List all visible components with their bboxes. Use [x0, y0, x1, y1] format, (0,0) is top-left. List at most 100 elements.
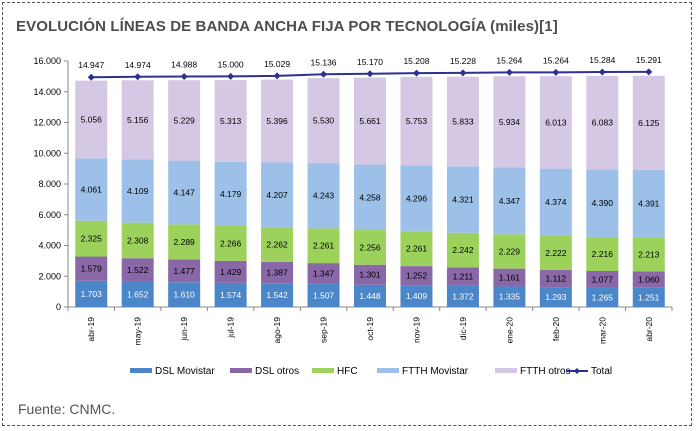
- legend-swatch: [130, 368, 152, 373]
- x-tick-label: jun-19: [179, 317, 189, 342]
- bar-segment: [261, 227, 294, 262]
- bar-segment: [539, 168, 572, 236]
- bar-value-label: 4.109: [127, 186, 149, 196]
- bar-value-label: 1.335: [499, 292, 521, 302]
- y-tick-label: 16.000: [33, 56, 61, 66]
- total-marker: [459, 69, 467, 77]
- bar-segment: [493, 286, 526, 307]
- bar-segment: [168, 224, 201, 260]
- total-value-label: 14.974: [125, 60, 151, 70]
- y-tick-label: 10.000: [33, 148, 61, 158]
- bar-value-label: 4.374: [545, 197, 567, 207]
- total-marker: [227, 72, 235, 80]
- bar-value-label: 4.061: [81, 185, 103, 195]
- bar-value-label: 1.211: [453, 272, 474, 282]
- legend-label: FTTH Movistar: [402, 366, 469, 377]
- bar-segment: [168, 259, 201, 283]
- legend-label: Total: [591, 366, 612, 377]
- y-tick-label: 12.000: [33, 118, 61, 128]
- bar-value-label: 5.056: [81, 114, 103, 124]
- bar-segment: [214, 260, 247, 283]
- bar-segment: [354, 264, 386, 285]
- total-marker: [87, 73, 95, 81]
- bar-value-label: 2.262: [266, 240, 288, 250]
- bar-segment: [307, 78, 340, 164]
- bar-segment: [261, 79, 294, 163]
- bar-value-label: 1.251: [638, 292, 660, 302]
- bar-value-label: 1.077: [592, 274, 614, 284]
- legend-label: HFC: [337, 366, 358, 377]
- bar-segment: [75, 80, 108, 159]
- source-note: Fuente: CNMC.: [18, 401, 116, 417]
- bar-value-label: 1.265: [592, 292, 614, 302]
- bar-segment: [586, 169, 619, 237]
- total-marker: [273, 72, 281, 80]
- x-tick-label: nov-19: [411, 317, 421, 343]
- bar-value-label: 4.179: [220, 189, 242, 199]
- bar-segment: [400, 231, 433, 267]
- total-value-label: 15.000: [218, 59, 244, 69]
- bar-value-label: 4.147: [174, 187, 196, 197]
- x-tick-label: feb-20: [551, 317, 561, 341]
- bar-segment: [400, 76, 433, 166]
- bar-value-label: 1.522: [127, 265, 149, 275]
- bar-value-label: 1.652: [127, 289, 149, 299]
- legend-swatch: [312, 368, 334, 373]
- x-tick-label: dic-19: [458, 317, 468, 340]
- bar-value-label: 1.703: [81, 289, 103, 299]
- bar-value-label: 5.530: [313, 116, 335, 126]
- x-tick-label: ene-20: [504, 317, 514, 344]
- bar-segment: [168, 160, 201, 225]
- bar-value-label: 4.243: [313, 191, 335, 201]
- bar-segment: [539, 76, 572, 169]
- legend-label: DSL otros: [255, 366, 299, 377]
- bar-segment: [121, 222, 154, 259]
- total-marker: [412, 69, 420, 77]
- total-value-label: 15.264: [543, 55, 569, 65]
- chart-frame: [2, 2, 692, 426]
- legend-swatch: [495, 368, 517, 373]
- chart-title: EVOLUCIÓN LÍNEAS DE BANDA ANCHA FIJA POR…: [16, 18, 558, 35]
- bar-segment: [539, 270, 572, 288]
- bar-segment: [354, 77, 386, 165]
- total-value-label: 15.136: [311, 57, 337, 67]
- x-tick-label: abr-20: [644, 317, 654, 342]
- total-value-label: 15.291: [636, 55, 662, 65]
- bar-value-label: 5.156: [127, 115, 149, 125]
- bar-segment: [493, 76, 526, 168]
- bar-segment: [539, 287, 572, 307]
- bar-segment: [446, 285, 479, 307]
- bar-value-label: 2.213: [638, 249, 660, 259]
- x-tick-label: ago-19: [272, 317, 282, 344]
- bar-value-label: 5.229: [174, 115, 196, 125]
- bar-value-label: 2.308: [127, 235, 149, 245]
- x-tick-label: jul-19: [226, 317, 236, 339]
- total-value-label: 15.264: [496, 55, 522, 65]
- total-value-label: 14.988: [171, 60, 197, 70]
- bar-segment: [493, 268, 526, 287]
- bar-segment: [214, 80, 247, 162]
- bar-segment: [121, 258, 154, 282]
- bar-segment: [400, 266, 433, 286]
- bar-value-label: 5.934: [499, 117, 521, 127]
- bar-value-label: 6.013: [545, 117, 567, 127]
- bar-value-label: 1.293: [545, 292, 567, 302]
- bar-segment: [632, 75, 665, 170]
- y-tick-label: 14.000: [33, 87, 61, 97]
- bar-value-label: 2.242: [452, 245, 474, 255]
- bar-value-label: 6.083: [592, 118, 614, 128]
- bar-segment: [121, 80, 154, 160]
- total-value-label: 15.208: [403, 56, 429, 66]
- bar-value-label: 6.125: [638, 118, 660, 128]
- y-tick-label: 2.000: [38, 271, 61, 281]
- bar-segment: [354, 284, 386, 307]
- bar-value-label: 5.661: [359, 116, 381, 126]
- total-marker: [366, 70, 374, 78]
- bar-value-label: 1.507: [313, 290, 335, 300]
- bar-value-label: 2.266: [220, 238, 242, 248]
- bar-segment: [307, 283, 340, 307]
- bar-value-label: 1.409: [406, 291, 428, 301]
- bar-segment: [354, 230, 386, 265]
- bar-segment: [214, 225, 247, 261]
